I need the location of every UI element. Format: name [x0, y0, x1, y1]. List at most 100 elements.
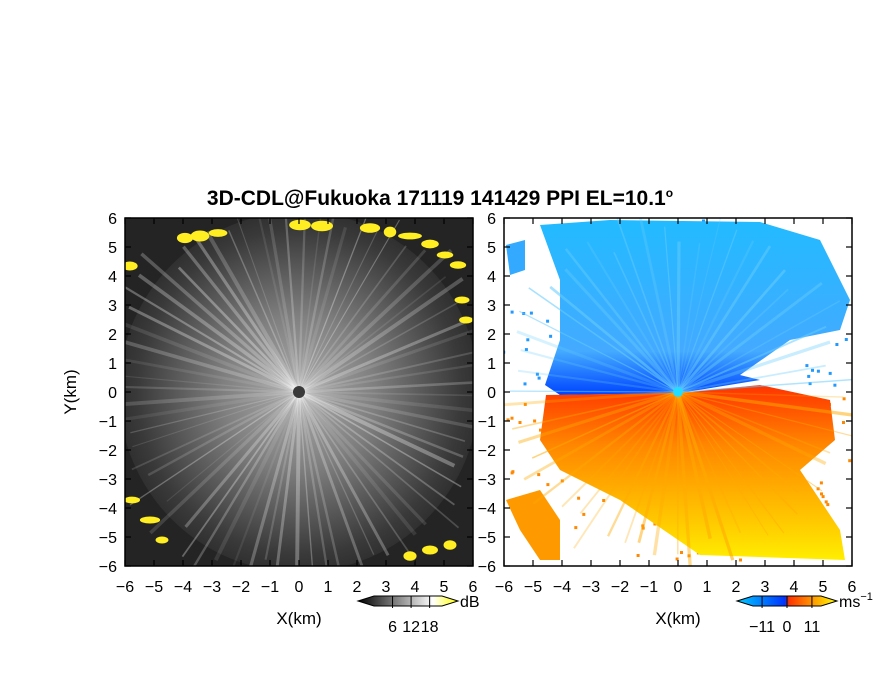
- intensity-ray: [128, 305, 300, 394]
- figure-title: 3D-CDL@Fukuoka 171119 141429 PPI EL=10.1…: [0, 186, 880, 211]
- echo-blob: [208, 229, 228, 237]
- x-tick-label: −1: [261, 579, 279, 596]
- intensity-ray: [298, 391, 466, 442]
- velocity-ray: [676, 269, 787, 393]
- intensity-ray: [249, 391, 301, 566]
- intensity-ray: [298, 230, 378, 393]
- velocity-ray: [677, 390, 827, 466]
- intensity-colorbar-ticks: 6 12 18: [388, 596, 439, 636]
- echo-blob: [454, 296, 470, 304]
- x-tick-label: 5: [440, 579, 449, 596]
- velocity-ray: [677, 340, 831, 394]
- intensity-ray: [125, 358, 300, 394]
- velocity-speckle-dot: [641, 526, 645, 530]
- x-tick-label: −6: [495, 579, 513, 596]
- velocity-speckle-dot: [808, 382, 812, 386]
- intensity-ray: [298, 391, 460, 529]
- intensity-ray: [125, 285, 300, 393]
- velocity-speckle-dot: [537, 473, 541, 477]
- velocity-speckle-dot: [526, 338, 530, 342]
- x-tick-label: 4: [411, 579, 420, 596]
- velocity-colorbar-ticks: −11 0 11: [749, 596, 820, 636]
- echo-blob: [449, 261, 467, 269]
- velocity-speckle-dot: [523, 382, 527, 386]
- y-tick-label: −2: [99, 443, 117, 460]
- velocity-ray: [677, 391, 785, 534]
- intensity-panel: [125, 218, 473, 566]
- velocity-speckle-dot: [653, 522, 657, 526]
- y-tick-label: 0: [108, 385, 117, 402]
- intensity-ray: [125, 322, 300, 394]
- velocity-ray: [504, 390, 679, 407]
- velocity-speckle-dot: [529, 311, 533, 315]
- x-tick-label: 2: [732, 579, 741, 596]
- echo-blob: [289, 219, 311, 231]
- intensity-ray: [192, 391, 301, 566]
- y-tick-label: −1: [99, 414, 117, 431]
- intensity-ray: [298, 390, 464, 458]
- velocity-speckle-dot: [826, 503, 830, 507]
- velocity-speckle-dot: [844, 338, 848, 341]
- y-tick-label: 4: [108, 269, 117, 286]
- intensity-ray: [125, 390, 300, 421]
- intensity-ray: [264, 391, 301, 560]
- velocity-ray: [676, 391, 692, 566]
- velocity-speckle-dot: [820, 492, 823, 496]
- intensity-ray: [177, 266, 300, 393]
- intensity-ray: [232, 391, 300, 566]
- velocity-ray: [677, 288, 789, 393]
- intensity-ray: [149, 390, 301, 535]
- velocity-ray: [586, 241, 679, 393]
- x-tick-label: −4: [174, 579, 192, 596]
- intensity-ray: [297, 390, 417, 536]
- y-tick-label: 1: [108, 356, 117, 373]
- velocity-speckle-dot: [533, 419, 537, 423]
- velocity-speckle-dot: [805, 364, 809, 368]
- intensity-ray: [297, 277, 464, 394]
- velocity-colorbar-unit: ms−1: [839, 591, 873, 611]
- y-tick-label: 4: [487, 269, 496, 286]
- x-tick-label: 4: [790, 579, 799, 596]
- y-tick-label: 1: [487, 356, 496, 373]
- velocity-ray: [517, 369, 679, 394]
- intensity-ray: [182, 245, 301, 394]
- x-tick-label: −4: [553, 579, 571, 596]
- velocity-speckle-dot: [807, 374, 811, 378]
- velocity-speckle-dot: [523, 402, 527, 406]
- intensity-ray: [181, 391, 300, 558]
- velocity-ray: [677, 391, 831, 454]
- velocity-ray: [677, 229, 738, 393]
- colorbar-tick-label: 18: [421, 619, 439, 636]
- velocity-ray: [677, 243, 701, 393]
- velocity-ray: [676, 241, 681, 393]
- x-tick-label: −2: [232, 579, 250, 596]
- velocity-ray: [549, 285, 679, 394]
- velocity-ray: [616, 218, 679, 393]
- y-tick-label: 3: [108, 298, 117, 315]
- velocity-ray: [677, 391, 844, 398]
- intensity-rays: [125, 218, 473, 566]
- x-tick-label: −2: [611, 579, 629, 596]
- colorbar-tick-label: 0: [783, 619, 792, 636]
- velocity-ray: [637, 391, 680, 544]
- velocity-ray: [532, 391, 679, 505]
- velocity-ray: [677, 391, 852, 437]
- intensity-ray: [298, 391, 473, 397]
- velocity-ray: [518, 390, 679, 444]
- velocity-ray: [652, 391, 680, 556]
- intensity-ray: [228, 230, 300, 393]
- echo-blob: [398, 232, 422, 240]
- x-tick-label: 6: [469, 579, 478, 596]
- y-tick-label: −4: [478, 501, 496, 518]
- velocity-speckle-dot: [835, 343, 839, 346]
- x-tick-label: 2: [353, 579, 362, 596]
- x-tick-label: 1: [324, 579, 333, 596]
- velocity-speckle-dot: [494, 376, 497, 379]
- y-tick-label: −1: [478, 414, 496, 431]
- velocity-ray: [523, 390, 679, 481]
- x-tick-label: −6: [116, 579, 134, 596]
- velocity-speckle-dot: [739, 558, 742, 562]
- intensity-ray: [297, 249, 427, 393]
- intensity-ray: [275, 391, 301, 566]
- approaching-flow-nw: [506, 240, 525, 275]
